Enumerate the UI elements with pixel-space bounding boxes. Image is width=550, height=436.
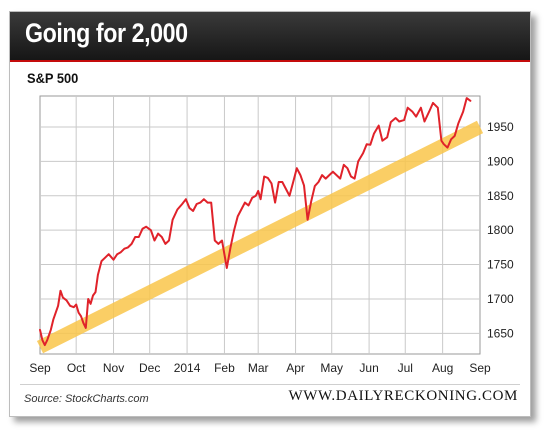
- y-tick-label: 1950: [487, 120, 514, 134]
- footer-divider: [20, 384, 520, 385]
- x-tick-label: Oct: [67, 361, 86, 375]
- x-tick-label: May: [320, 361, 343, 375]
- source-note: Source: StockCharts.com: [24, 393, 149, 405]
- y-tick-label: 1700: [487, 292, 514, 306]
- y-tick-label: 1650: [487, 326, 514, 340]
- y-tick-label: 1850: [487, 189, 514, 203]
- y-axis-ticks: 1650 1700 1750 1800 1850 1900 1950: [487, 120, 514, 340]
- chart-card: Going for 2,000 S&P 500 Sep Oct Nov Dec 2014…: [9, 11, 531, 417]
- title-bar: Going for 2,000: [10, 12, 530, 62]
- y-tick-label: 1800: [487, 223, 514, 237]
- support-band: [36, 120, 484, 354]
- x-tick-label: Mar: [248, 361, 269, 375]
- line-chart: Sep Oct Nov Dec 2014 Feb Mar Apr May Jun Jul Aug Sep…: [29, 95, 514, 375]
- x-tick-label: Nov: [103, 361, 124, 375]
- x-tick-label: Aug: [432, 361, 453, 375]
- x-tick-label: 2014: [174, 361, 201, 375]
- x-tick-label: Jul: [398, 361, 413, 375]
- chart-title: Going for 2,000: [25, 18, 188, 48]
- x-axis-ticks: Sep Oct Nov Dec 2014 Feb Mar Apr May Jun Jul Aug Sep: [29, 361, 491, 375]
- series-line: [39, 97, 472, 347]
- y-tick-label: 1900: [487, 154, 514, 168]
- series-layer: [39, 97, 472, 347]
- x-tick-label: Feb: [214, 361, 235, 375]
- x-tick-label: Apr: [286, 361, 305, 375]
- trend-band: [36, 120, 484, 354]
- x-tick-label: Sep: [469, 361, 491, 375]
- y-tick-label: 1750: [487, 258, 514, 272]
- chart-subtitle: S&P 500: [27, 70, 79, 86]
- x-tick-label: Dec: [139, 361, 160, 375]
- x-tick-label: Jun: [359, 361, 378, 375]
- grid-lines: [40, 96, 480, 354]
- site-credit: WWW.DAILYRECKONING.COM: [288, 388, 518, 404]
- x-tick-label: Sep: [29, 361, 51, 375]
